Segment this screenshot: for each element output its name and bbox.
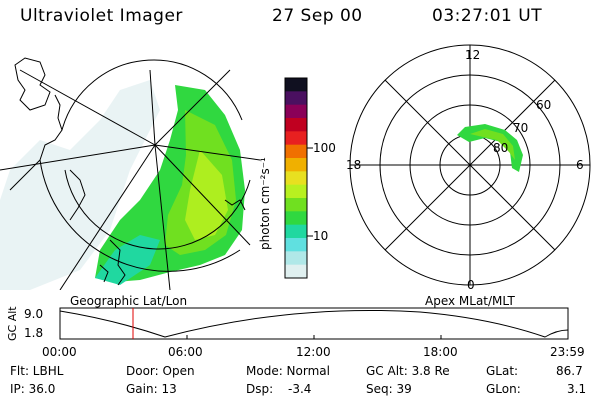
- filter-value: Flt: LBHL: [10, 364, 64, 378]
- colorbar-segment: [285, 104, 307, 119]
- gc-alt-value: GC Alt: 3.8 Re: [366, 364, 450, 378]
- glat-label: GLat:: [486, 364, 519, 378]
- observation-date: 27 Sep 00: [272, 6, 363, 26]
- polar-mlat-mlt-panel: [349, 44, 591, 286]
- timeline-plot: [59, 307, 569, 340]
- ip-value: IP: 36.0: [10, 382, 56, 396]
- sensor-noise-haze: [0, 80, 160, 290]
- colorbar-label: photon cm⁻²s⁻¹: [258, 157, 272, 250]
- colorbar-segment: [285, 131, 307, 146]
- glon-value: 3.1: [567, 382, 587, 396]
- mlt-label-18: 18: [346, 158, 362, 172]
- coastlines: [9, 57, 246, 286]
- colorbar-segment: [285, 78, 307, 92]
- mlt-label-6: 6: [576, 158, 584, 172]
- polar-aurora-oval-inner: [470, 129, 515, 160]
- mlt-label-0: 0: [467, 278, 475, 292]
- colorbar-segment: [285, 198, 307, 212]
- sequence-value: Seq: 39: [366, 382, 412, 396]
- glat-value: 86.7: [556, 364, 583, 378]
- colorbar-segment: [285, 171, 307, 186]
- glon-label: GLon:: [486, 382, 521, 396]
- polar-aurora-oval: [457, 124, 523, 172]
- timeline-xtick-0600: 06:00: [168, 345, 203, 359]
- polar-caption: Apex MLat/MLT: [425, 294, 515, 308]
- colorbar: [284, 77, 313, 279]
- colorbar-segment: [285, 238, 307, 252]
- mode-value: Mode: Normal: [246, 364, 330, 378]
- colorbar-segment: [285, 158, 307, 172]
- instrument-title: Ultraviolet Imager: [20, 6, 183, 26]
- timeline-ytick-1-8: 1.8: [24, 326, 44, 340]
- colorbar-segment: [285, 91, 307, 106]
- timeline-ticks: [186, 335, 442, 339]
- colorbar-segment: [285, 184, 307, 199]
- dsp-label: Dsp:: [246, 382, 274, 396]
- colorbar-segment: [285, 118, 307, 132]
- colorbar-segment: [285, 264, 307, 279]
- geographic-caption: Geographic Lat/Lon: [70, 294, 188, 308]
- timeline-xtick-2359: 23:59: [550, 345, 585, 359]
- colorbar-segment: [285, 224, 307, 239]
- timeline-xtick-1800: 18:00: [423, 345, 458, 359]
- colorbar-segment: [285, 211, 307, 226]
- colorbar-segment: [285, 251, 307, 266]
- mlat-label-80: 80: [493, 141, 509, 155]
- colorbar-tick-100: 100: [313, 141, 336, 155]
- mlt-label-12: 12: [465, 48, 481, 62]
- lat-lon-grid: [0, 59, 260, 290]
- colorbar-tick-10: 10: [313, 229, 329, 243]
- dsp-value: -3.4: [288, 382, 312, 396]
- colorbar-segment: [285, 144, 307, 159]
- door-status: Door: Open: [126, 364, 195, 378]
- mlat-label-60: 60: [536, 98, 552, 112]
- geographic-image-panel: [0, 57, 260, 290]
- timeline-xtick-0000: 00:00: [42, 345, 77, 359]
- timeline-ytick-9: 9.0: [24, 307, 44, 321]
- aurora-emission-core: [185, 150, 228, 240]
- gain-value: Gain: 13: [126, 382, 177, 396]
- timeline-xtick-1200: 12:00: [296, 345, 331, 359]
- altitude-curve: [59, 309, 569, 338]
- timeline-ylabel: GC Alt: [6, 306, 19, 341]
- observation-time: 03:27:01 UT: [432, 6, 543, 26]
- mlat-label-70: 70: [513, 121, 529, 135]
